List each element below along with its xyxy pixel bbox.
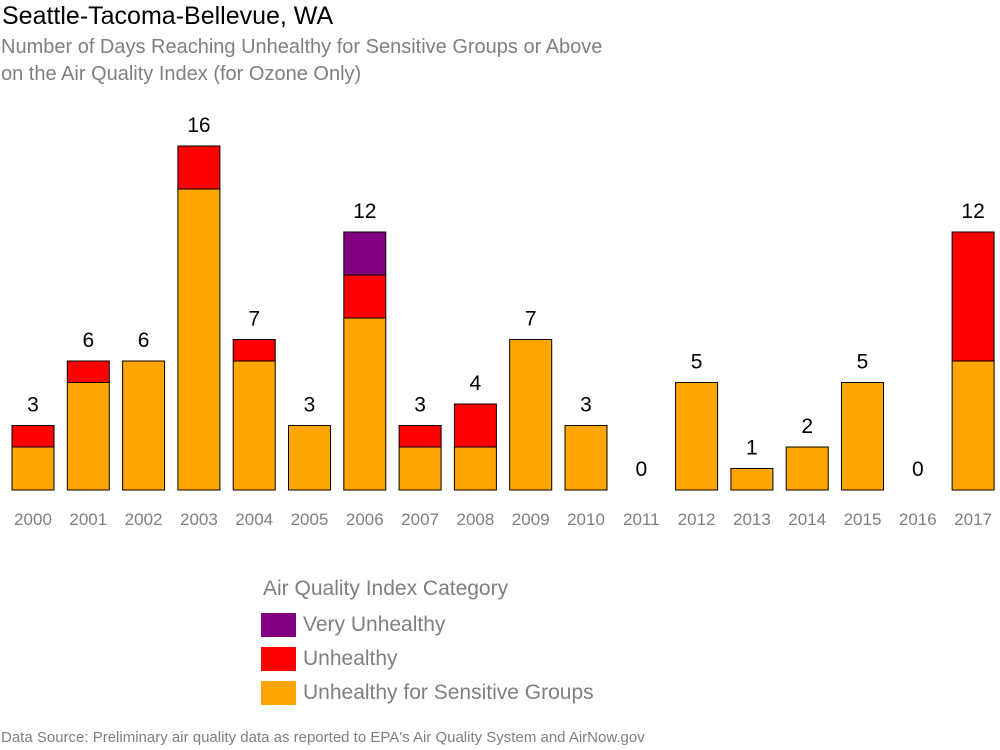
data-label-2007: 3 [414, 394, 426, 417]
data-source-note: Data Source: Preliminary air quality dat… [1, 729, 645, 746]
data-label-2013: 1 [746, 437, 758, 460]
legend-swatch-very-unhealthy [261, 613, 296, 637]
x-tick-label-2004: 2004 [235, 510, 273, 529]
data-label-2002: 6 [138, 329, 150, 352]
x-tick-label-2003: 2003 [180, 510, 218, 529]
data-label-2015: 5 [857, 351, 869, 374]
x-tick-label-2000: 2000 [14, 510, 52, 529]
bar-segment-2003-series-1 [177, 145, 221, 190]
legend-swatch-unhealthy-sensitive [261, 681, 296, 705]
bar-segment-2007-series-0 [398, 446, 442, 491]
bar-segment-2014-series-0 [785, 446, 829, 491]
x-tick-label-2006: 2006 [346, 510, 384, 529]
bar-segment-2000-series-1 [11, 425, 55, 448]
legend-item-very-unhealthy: Very Unhealthy [261, 612, 445, 638]
x-tick-label-2008: 2008 [456, 510, 494, 529]
bar-segment-2009-series-0 [509, 339, 553, 491]
x-tick-label-2002: 2002 [125, 510, 163, 529]
bar-segment-2006-series-0 [343, 317, 387, 491]
bar-chart: 3200062001620021620037200432005122006320… [11, 114, 995, 529]
data-label-2017: 12 [961, 200, 984, 223]
legend-label-unhealthy: Unhealthy [303, 647, 398, 670]
x-tick-label-2014: 2014 [788, 510, 826, 529]
bar-segment-2000-series-0 [11, 446, 55, 491]
data-label-2000: 3 [27, 394, 39, 417]
bar-segment-2017-series-0 [951, 360, 995, 491]
chart-subtitle-line-1: Number of Days Reaching Unhealthy for Se… [1, 36, 603, 58]
bar-segment-2004-series-0 [232, 360, 276, 491]
bar-segment-2013-series-0 [730, 468, 774, 491]
data-label-2001: 6 [82, 329, 94, 352]
x-tick-label-2011: 2011 [623, 510, 660, 529]
x-tick-label-2013: 2013 [733, 510, 771, 529]
x-tick-label-2017: 2017 [954, 510, 992, 529]
x-tick-label-2001: 2001 [69, 510, 107, 529]
bar-segment-2001-series-1 [66, 360, 110, 383]
x-tick-label-2009: 2009 [512, 510, 550, 529]
bar-segment-2010-series-0 [564, 425, 608, 491]
bar-segment-2004-series-1 [232, 339, 276, 362]
data-label-2011: 0 [635, 458, 647, 481]
bar-segment-2006-series-1 [343, 274, 387, 319]
bar-segment-2017-series-1 [951, 231, 995, 362]
x-tick-label-2010: 2010 [567, 510, 605, 529]
data-label-2012: 5 [691, 351, 703, 374]
legend-item-unhealthy-sensitive: Unhealthy for Sensitive Groups [261, 680, 594, 706]
bar-segment-2012-series-0 [675, 382, 719, 491]
data-label-2006: 12 [353, 200, 376, 223]
bar-segment-2001-series-0 [66, 382, 110, 491]
x-tick-label-2012: 2012 [678, 510, 716, 529]
data-label-2016: 0 [912, 458, 924, 481]
legend-item-unhealthy: Unhealthy [261, 646, 398, 672]
legend-swatch-unhealthy [261, 647, 296, 671]
data-label-2014: 2 [801, 415, 813, 438]
bar-segment-2006-series-2 [343, 231, 387, 276]
bar-segment-2003-series-0 [177, 188, 221, 491]
bar-segment-2005-series-0 [288, 425, 331, 491]
bar-segment-2002-series-0 [122, 360, 166, 491]
legend-label-unhealthy-sensitive: Unhealthy for Sensitive Groups [303, 681, 594, 704]
data-label-2003: 16 [187, 114, 210, 137]
bar-segment-2008-series-0 [453, 446, 497, 491]
data-label-2010: 3 [580, 394, 592, 417]
bar-segment-2015-series-0 [841, 382, 884, 491]
data-label-2004: 7 [248, 308, 260, 331]
bar-segment-2007-series-1 [398, 425, 442, 448]
legend-label-very-unhealthy: Very Unhealthy [303, 613, 446, 636]
data-label-2009: 7 [525, 308, 537, 331]
chart-title: Seattle-Tacoma-Bellevue, WA [2, 2, 334, 30]
x-tick-label-2015: 2015 [844, 510, 882, 529]
data-label-2005: 3 [304, 394, 316, 417]
bar-segment-2008-series-1 [453, 403, 497, 448]
x-tick-label-2016: 2016 [899, 510, 937, 529]
legend-title: Air Quality Index Category [263, 577, 509, 600]
x-tick-label-2007: 2007 [401, 510, 439, 529]
x-tick-label-2005: 2005 [291, 510, 329, 529]
data-label-2008: 4 [470, 372, 482, 395]
chart-subtitle-line-2: on the Air Quality Index (for Ozone Only… [1, 63, 362, 85]
